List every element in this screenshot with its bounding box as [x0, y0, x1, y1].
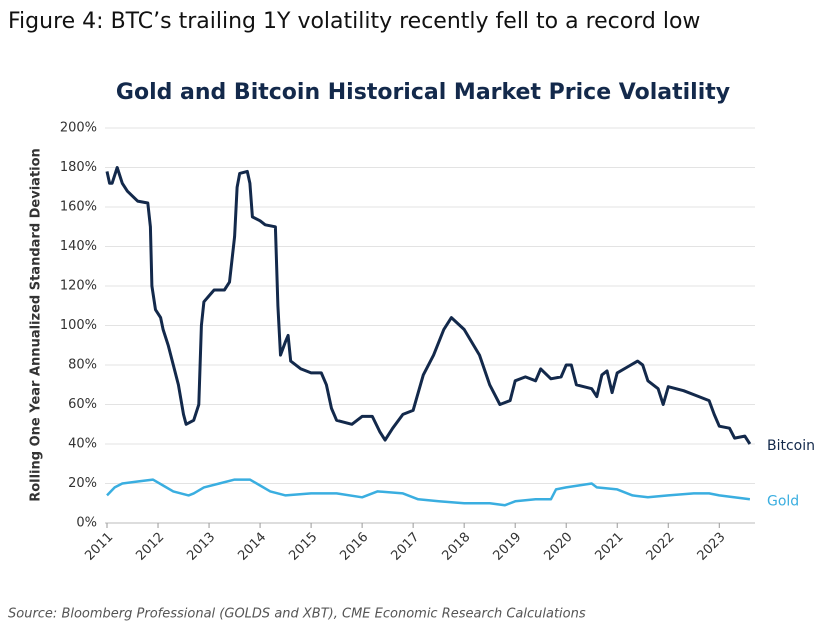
chart-title: Gold and Bitcoin Historical Market Price…: [116, 80, 730, 105]
x-tick-label: 2012: [133, 530, 167, 564]
y-tick-label: 40%: [68, 437, 97, 452]
series-label: Bitcoin: [767, 438, 815, 454]
x-tick-label: 2016: [337, 530, 371, 564]
source-note: Source: Bloomberg Professional (GOLDS an…: [8, 607, 586, 622]
series-line: [105, 166, 752, 445]
x-tick-label: 2022: [644, 530, 678, 564]
y-tick-label: 200%: [60, 121, 97, 136]
y-tick-label: 140%: [60, 239, 97, 254]
y-tick-label: 160%: [60, 200, 97, 215]
y-tick-label: 180%: [60, 160, 97, 175]
x-tick-label: 2020: [542, 530, 576, 564]
series-line: [106, 478, 751, 507]
x-tick-label: 2011: [82, 530, 116, 564]
x-tick-label: 2023: [695, 530, 729, 564]
y-tick-label: 120%: [60, 279, 97, 294]
series-label: Gold: [767, 493, 799, 509]
x-tick-label: 2018: [439, 530, 473, 564]
x-tick-label: 2017: [388, 530, 422, 564]
x-tick-label: 2014: [235, 530, 269, 564]
x-tick-label: 2019: [490, 530, 524, 564]
x-tick-label: 2013: [184, 530, 218, 564]
x-tick-label: 2015: [286, 530, 320, 564]
y-axis-label: Rolling One Year Annualized Standard Dev…: [29, 148, 44, 502]
x-tick-label: 2021: [593, 530, 627, 564]
y-tick-label: 100%: [60, 318, 97, 333]
y-tick-label: 80%: [68, 358, 97, 373]
y-tick-label: 0%: [76, 516, 97, 531]
figure-heading: Figure 4: BTC’s trailing 1Y volatility r…: [8, 9, 700, 34]
y-tick-label: 60%: [68, 397, 97, 412]
y-tick-label: 20%: [68, 476, 97, 491]
